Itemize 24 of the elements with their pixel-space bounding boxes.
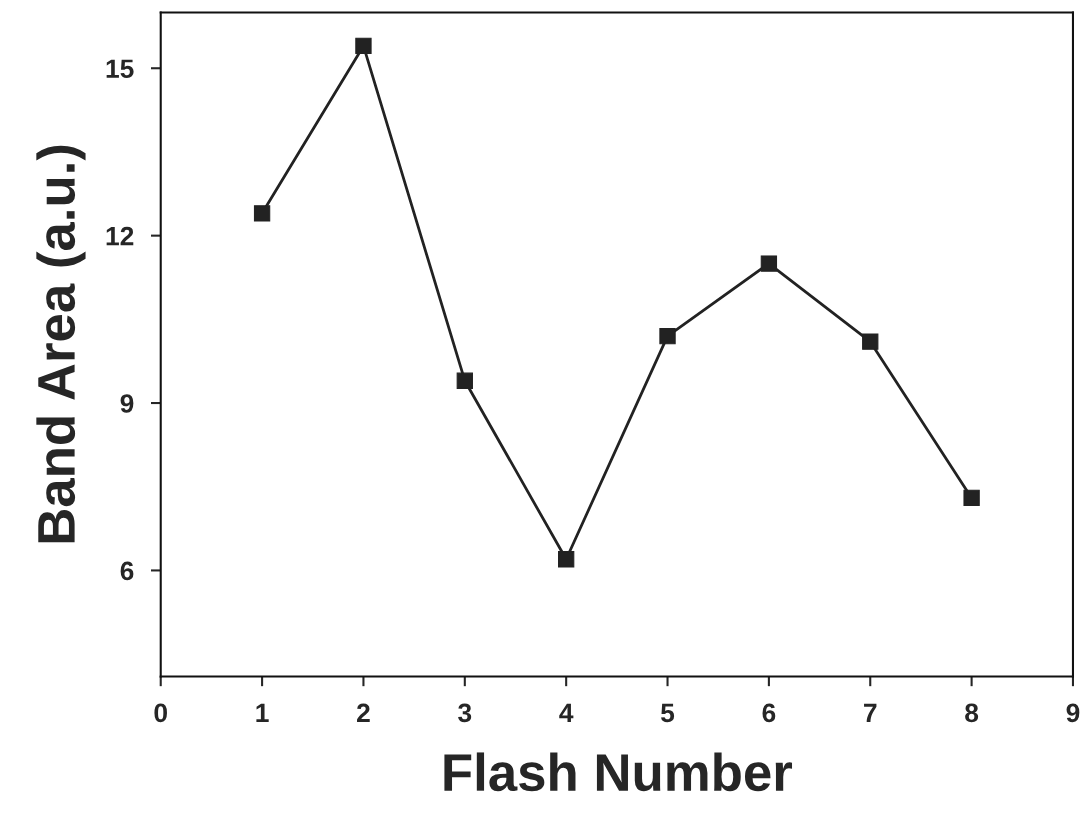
x-tick-label: 2: [357, 703, 370, 722]
x-tick-label: 3: [458, 703, 472, 723]
x-tick-label: 1: [256, 703, 269, 722]
point: [558, 551, 575, 568]
x-tick-label: 8: [965, 703, 979, 723]
point: [659, 327, 676, 345]
point: [862, 333, 879, 350]
x-tick-label: 4: [559, 703, 574, 722]
x-tick-label: 7: [864, 703, 877, 722]
y-tick-label: 15: [106, 59, 134, 79]
point: [355, 37, 372, 55]
y-tick-label: 9: [120, 394, 134, 413]
point: [760, 255, 778, 272]
y-tick-label: 12: [106, 226, 134, 246]
point: [963, 489, 980, 507]
point: [456, 372, 473, 389]
x-tick-label: 6: [762, 703, 776, 723]
y-tick-label: 6: [120, 561, 134, 581]
x-axis-title: Flash Number: [444, 752, 793, 792]
x-tick-label: 9: [1066, 703, 1080, 723]
y-axis-title: Band Area (a.u.): [36, 145, 86, 543]
point: [253, 205, 271, 222]
x-tick-label: 5: [661, 703, 675, 723]
x-tick-label: 0: [154, 703, 167, 723]
